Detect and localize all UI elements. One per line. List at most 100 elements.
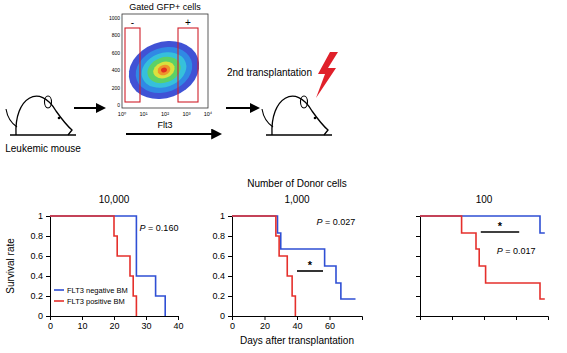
x-tick: 60 [325,316,335,331]
significance-star: * [308,259,313,271]
survival-curve [232,216,295,316]
mouse-eye [58,117,61,120]
source-label: Leukemic mouse [5,143,81,154]
survival-panel: 10,00001020304000.20.40.60.81FLT3 negati… [30,194,183,331]
x-tick-mark [452,316,453,320]
mouse-body [272,96,328,135]
significance-star: * [498,220,503,232]
y-tick [416,256,420,257]
mouse-body [16,96,72,135]
y-tick-mark [46,316,50,317]
mouse-ground [266,134,332,135]
y-tick-label: 0.8 [30,231,43,241]
x-tick-mark [484,316,485,320]
x-axis-line [421,317,549,321]
x-axis-line [51,317,179,321]
panel-title: 100 [476,194,493,205]
y-tick-label: 1 [220,211,225,221]
x-axis-line [233,317,363,321]
x-tick: 0 [230,316,235,331]
flow-y-tick-label: 200 [112,85,121,91]
panel-title: 10,000 [99,194,130,205]
density-contour [121,31,208,108]
density-contour [137,46,192,94]
survival-panel: 1,000020406000.20.40.60.81P = 0.027* [212,194,362,331]
x-tick-label: 30 [141,321,151,331]
x-tick-label: 0 [48,321,53,331]
x-tick-label: 10 [77,321,87,331]
x-tick-mark [265,316,266,320]
survival-curve [420,216,545,233]
x-tick: 0 [48,316,53,331]
y-tick: 0.2 [212,291,232,301]
y-tick-mark [416,276,420,277]
x-tick: 40 [292,316,302,331]
mouse-icon [262,96,332,135]
plot-marks [232,216,356,316]
target-label: 2nd transplantation [227,67,312,78]
y-tick-mark [228,316,232,317]
density-contour [151,59,177,82]
x-tick-label: 20 [260,321,270,331]
x-axis: 0 10 20 30 40 [48,316,184,331]
flt3-arrow [126,133,220,135]
flow-y-tick-label: 400 [112,67,121,73]
p-value-rest: = 0.160 [146,223,179,233]
gate-label: + [185,17,191,28]
mouse-ear [45,96,52,108]
x-tick-label: 20 [109,321,119,331]
y-tick-label: 0.8 [212,231,225,241]
mouse-tail [6,109,17,127]
x-tick-mark [297,316,298,320]
gate-title: Gated GFP+ cells [129,2,201,12]
survival-curve [50,216,136,316]
y-tick: 0.4 [30,271,50,281]
x-tick-mark [114,316,115,320]
y-axis: 00.20.40.60.81 [212,211,232,321]
y-tick-label: 0 [38,311,43,321]
x-tick: 20 [109,316,119,331]
y-tick-mark [228,216,232,217]
figure-svg: Leukemic mouseGated GFP+ cells-+10⁰10¹10… [0,0,567,353]
panel-title: 1,000 [284,194,309,205]
y-tick-mark [46,256,50,257]
y-tick-mark [46,236,50,237]
plot-marks [420,216,545,299]
x-tick [452,316,453,320]
flow-density [121,31,208,108]
legend-label: FLT3 negative BM [67,286,128,295]
p-value: P = 0.017 [497,246,536,256]
p-value: P = 0.160 [140,223,179,233]
y-tick-mark [416,216,420,217]
flow-x-tick-label: 10² [161,111,169,117]
p-value-rest: = 0.027 [323,217,356,227]
y-tick-mark [416,296,420,297]
y-tick-label: 0.6 [30,251,43,261]
survival-curve [420,216,545,299]
y-tick-mark [228,296,232,297]
y-tick [416,316,420,317]
flow-x-tick-label: 10⁰ [118,111,127,117]
y-tick-mark [228,256,232,257]
flow-y-tick-label: 0 [117,102,120,108]
y-axis-line [46,217,51,317]
y-tick-mark [416,256,420,257]
flow-y-tick-label: 1000 [109,15,120,21]
y-tick-mark [228,276,232,277]
flow-x-label: Flt3 [157,120,172,130]
y-tick-label: 0 [220,311,225,321]
flow-x-tick-label: 10¹ [140,111,148,117]
legend-swatch [54,289,64,291]
y-axis: 00.20.40.60.81 [30,211,50,321]
mouse-ground [10,134,76,135]
gate-rect [125,28,140,102]
y-tick-label: 0.2 [212,291,225,301]
mouse-tail [262,109,273,127]
x-axis [421,316,549,320]
y-tick-mark [416,316,420,317]
y-tick-mark [228,236,232,237]
y-axis-title: Survival rate [5,238,16,294]
x-tick-mark [146,316,147,320]
x-axis-title: Days after transplantation [240,335,354,346]
x-tick-label: 40 [173,321,183,331]
